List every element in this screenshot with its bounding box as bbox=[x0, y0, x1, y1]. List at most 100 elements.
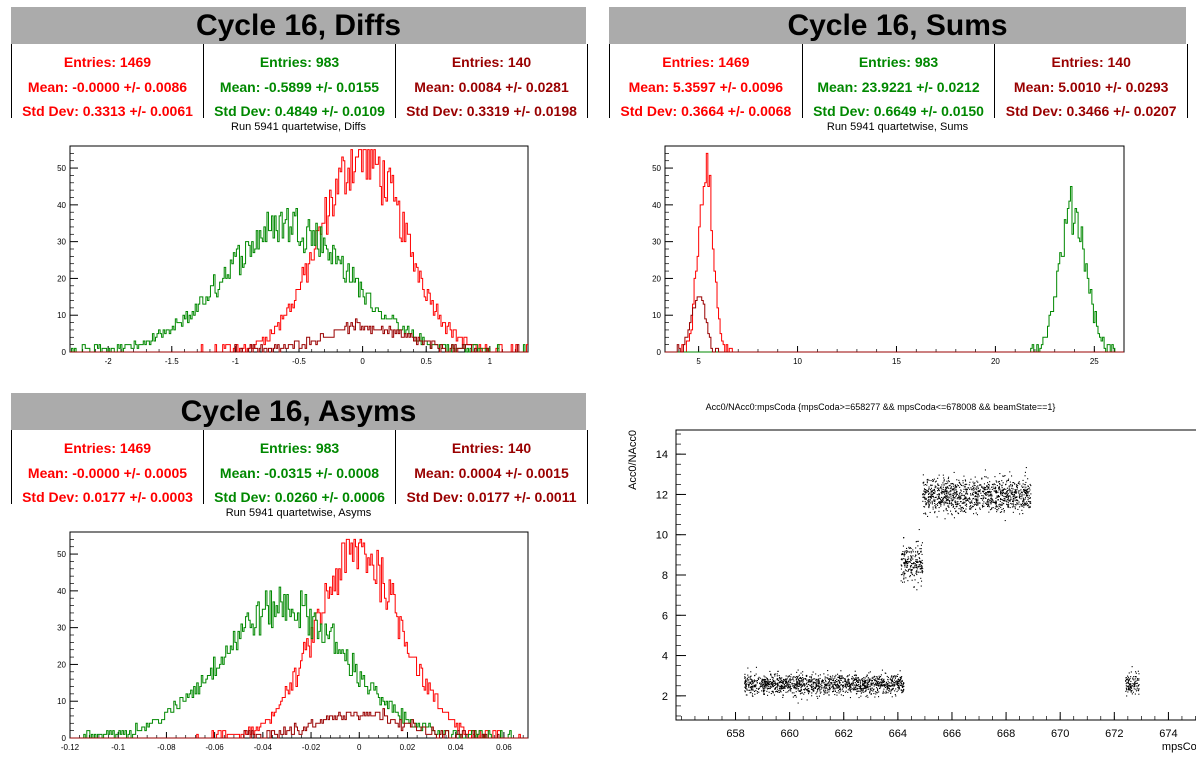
scatter-point bbox=[980, 492, 982, 494]
x-tick-label: -0.12 bbox=[61, 743, 80, 752]
scatter-point bbox=[867, 688, 869, 690]
scatter-point bbox=[846, 683, 848, 685]
scatter-point bbox=[770, 673, 772, 675]
scatter-point bbox=[860, 692, 862, 694]
scatter-point bbox=[829, 675, 831, 677]
scatter-point bbox=[805, 688, 807, 690]
scatter-point bbox=[880, 685, 882, 687]
scatter-point bbox=[951, 483, 953, 485]
scatter-point bbox=[788, 679, 790, 681]
scatter-point bbox=[912, 551, 914, 553]
scatter-point bbox=[917, 582, 919, 584]
scatter-point bbox=[963, 501, 965, 503]
scatter-point bbox=[918, 553, 920, 555]
scatter-point bbox=[1029, 505, 1031, 507]
scatter-point bbox=[869, 690, 871, 692]
scatter-point bbox=[745, 687, 747, 689]
scatter-point bbox=[986, 485, 988, 487]
scatter-point bbox=[744, 677, 746, 679]
scatter-point bbox=[1008, 478, 1010, 480]
scatter-point bbox=[786, 678, 788, 680]
scatter-point bbox=[943, 480, 945, 482]
scatter-point bbox=[998, 504, 1000, 506]
scatter-point bbox=[771, 683, 773, 685]
scatter-point bbox=[939, 493, 941, 495]
scatter-point bbox=[835, 674, 837, 676]
scatter-point bbox=[982, 488, 984, 490]
scatter-point bbox=[1007, 499, 1009, 501]
scatter-point bbox=[806, 689, 808, 691]
scatter-point bbox=[772, 692, 774, 694]
scatter-point bbox=[1029, 501, 1031, 503]
scatter-point bbox=[904, 562, 906, 564]
scatter-point bbox=[802, 679, 804, 681]
scatter-point bbox=[914, 556, 916, 558]
scatter-point bbox=[883, 688, 885, 690]
scatter-point bbox=[901, 553, 903, 555]
scatter-point bbox=[924, 496, 926, 498]
scatter-point bbox=[984, 497, 986, 499]
scatter-point bbox=[777, 690, 779, 692]
scatter-point bbox=[816, 684, 818, 686]
scatter-point bbox=[1128, 689, 1130, 691]
scatter-point bbox=[942, 498, 944, 500]
scatter-point bbox=[893, 682, 895, 684]
scatter-point bbox=[824, 691, 826, 693]
scatter-point bbox=[912, 566, 914, 568]
scatter-point bbox=[754, 693, 756, 695]
scatter-point bbox=[881, 678, 883, 680]
scatter-point bbox=[754, 685, 756, 687]
scatter-point bbox=[942, 501, 944, 503]
scatter-point bbox=[1125, 679, 1127, 681]
scatter-point bbox=[781, 682, 783, 684]
scatter-point bbox=[981, 478, 983, 480]
scatter-point bbox=[848, 680, 850, 682]
scatter-point bbox=[756, 687, 758, 689]
scatter-point bbox=[913, 586, 915, 588]
scatter-point bbox=[929, 511, 931, 513]
scatter-point bbox=[826, 692, 828, 694]
scatter-point bbox=[907, 561, 909, 563]
scatter-point bbox=[1128, 672, 1130, 674]
scatter-point bbox=[1028, 497, 1030, 499]
scatter-point bbox=[909, 575, 911, 577]
scatter-point bbox=[914, 579, 916, 581]
scatter-point bbox=[1006, 499, 1008, 501]
scatter-point bbox=[887, 687, 889, 689]
scatter-point bbox=[994, 502, 996, 504]
scatter-point bbox=[963, 502, 965, 504]
scatter-point bbox=[944, 501, 946, 503]
scatter-point bbox=[937, 484, 939, 486]
scatter-point bbox=[1132, 683, 1134, 685]
scatter-point bbox=[911, 569, 913, 571]
scatter-point bbox=[946, 496, 948, 498]
scatter-point bbox=[770, 686, 772, 688]
scatter-point bbox=[835, 687, 837, 689]
scatter-point bbox=[961, 502, 963, 504]
scatter-point bbox=[1022, 498, 1024, 500]
scatter-point bbox=[989, 499, 991, 501]
scatter-point bbox=[974, 491, 976, 493]
scatter-point bbox=[762, 683, 764, 685]
scatter-point bbox=[992, 501, 994, 503]
scatter-point bbox=[998, 505, 1000, 507]
scatter-point bbox=[864, 684, 866, 686]
scatter-point bbox=[990, 495, 992, 497]
scatter-point bbox=[890, 682, 892, 684]
scatter-point bbox=[815, 693, 817, 695]
y-tick-label: 50 bbox=[57, 550, 66, 559]
scatter-point bbox=[970, 505, 972, 507]
scatter-point bbox=[912, 563, 914, 565]
scatter-point bbox=[809, 691, 811, 693]
scatter-point bbox=[989, 481, 991, 483]
scatter-point bbox=[863, 681, 865, 683]
scatter-point bbox=[755, 666, 757, 668]
scatter-point bbox=[752, 682, 754, 684]
scatter-point bbox=[963, 491, 965, 493]
scatter-point bbox=[1017, 482, 1019, 484]
scatter-point bbox=[884, 683, 886, 685]
scatter-point bbox=[926, 482, 928, 484]
scatter-point bbox=[839, 676, 841, 678]
scatter-point bbox=[802, 677, 804, 679]
scatter-point bbox=[804, 678, 806, 680]
